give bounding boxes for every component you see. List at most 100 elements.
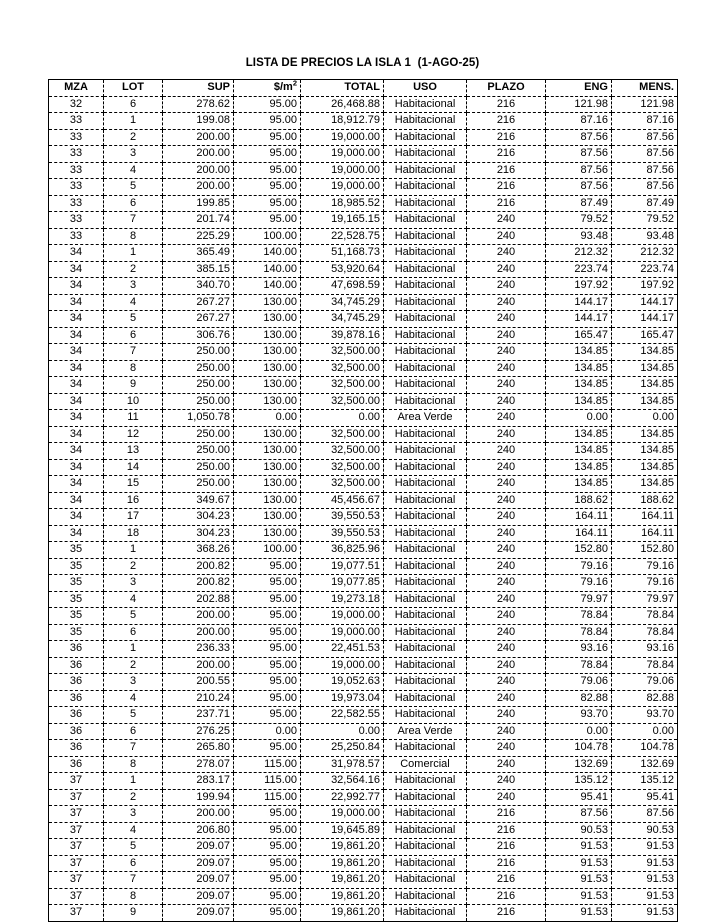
cell-total: 51,168.73 (300, 244, 384, 262)
cell-lot: 16 (103, 491, 163, 509)
cell-sup: 200.00 (162, 623, 234, 641)
page-title: LISTA DE PRECIOS LA ISLA 1 (1-AGO-25) (245, 57, 480, 69)
cell-lot: 9 (103, 904, 163, 922)
cell-pm2: 100.00 (233, 541, 301, 559)
cell-mza: 34 (48, 524, 104, 542)
cell-uso: Habitacional (383, 112, 467, 130)
cell-total: 47,698.59 (300, 277, 384, 295)
cell-plazo: 240 (466, 376, 546, 394)
cell-plazo: 240 (466, 706, 546, 724)
cell-plazo: 240 (466, 211, 546, 229)
cell-mens: 87.56 (611, 145, 678, 163)
cell-uso: Habitacional (383, 161, 467, 179)
cell-mza: 34 (48, 277, 104, 295)
cell-uso: Habitacional (383, 475, 467, 493)
cell-mens: 87.56 (611, 805, 678, 823)
cell-mza: 33 (48, 211, 104, 229)
cell-sup: 1,050.78 (162, 409, 234, 427)
cell-total: 19,645.89 (300, 821, 384, 839)
table-row: 33 4 200.00 95.00 19,000.00 Habitacional 216 87… (48, 161, 678, 179)
cell-total: 32,500.00 (300, 343, 384, 361)
cell-total: 36,825.96 (300, 541, 384, 559)
cell-mza: 35 (48, 607, 104, 625)
cell-sup: 209.07 (162, 838, 234, 856)
cell-sup: 265.80 (162, 739, 234, 757)
cell-total: 39,550.53 (300, 508, 384, 526)
cell-uso: Habitacional (383, 805, 467, 823)
cell-total: 19,000.00 (300, 178, 384, 196)
table-row: 35 2 200.82 95.00 19,077.51 Habitacional 240 79… (48, 557, 678, 575)
cell-lot: 2 (103, 656, 163, 674)
cell-plazo: 240 (466, 755, 546, 773)
cell-mza: 35 (48, 557, 104, 575)
cell-eng: 87.56 (545, 128, 612, 146)
cell-pm2: 130.00 (233, 376, 301, 394)
cell-total: 22,451.53 (300, 640, 384, 658)
cell-mens: 134.85 (611, 458, 678, 476)
cell-mens: 87.49 (611, 194, 678, 212)
cell-sup: 276.25 (162, 722, 234, 740)
cell-uso: Habitacional (383, 508, 467, 526)
cell-lot: 15 (103, 475, 163, 493)
cell-eng: 87.56 (545, 161, 612, 179)
table-row: 37 6 209.07 95.00 19,861.20 Habitacional 216 91… (48, 854, 678, 872)
cell-eng: 91.53 (545, 854, 612, 872)
cell-total: 19,861.20 (300, 838, 384, 856)
cell-total: 32,500.00 (300, 425, 384, 443)
cell-uso: Habitacional (383, 128, 467, 146)
cell-mens: 134.85 (611, 442, 678, 460)
cell-plazo: 216 (466, 821, 546, 839)
cell-total: 32,500.00 (300, 359, 384, 377)
cell-total: 22,582.55 (300, 706, 384, 724)
cell-eng: 82.88 (545, 689, 612, 707)
cell-eng: 152.80 (545, 541, 612, 559)
cell-total: 19,000.00 (300, 161, 384, 179)
cell-mza: 34 (48, 458, 104, 476)
cell-total: 19,861.20 (300, 904, 384, 922)
cell-sup: 304.23 (162, 524, 234, 542)
cell-total: 32,500.00 (300, 442, 384, 460)
cell-uso: Habitacional (383, 211, 467, 229)
cell-uso: Habitacional (383, 491, 467, 509)
cell-total: 32,500.00 (300, 376, 384, 394)
cell-lot: 4 (103, 590, 163, 608)
column-header-mens: MENS. (611, 79, 678, 97)
cell-mza: 34 (48, 491, 104, 509)
cell-mens: 93.16 (611, 640, 678, 658)
cell-pm2: 100.00 (233, 227, 301, 245)
cell-lot: 4 (103, 161, 163, 179)
cell-lot: 8 (103, 359, 163, 377)
cell-sup: 199.08 (162, 112, 234, 130)
cell-uso: Habitacional (383, 838, 467, 856)
cell-mza: 33 (48, 128, 104, 146)
cell-sup: 368.26 (162, 541, 234, 559)
cell-total: 53,920.64 (300, 260, 384, 278)
cell-mza: 37 (48, 854, 104, 872)
cell-lot: 1 (103, 541, 163, 559)
cell-uso: Habitacional (383, 689, 467, 707)
cell-sup: 250.00 (162, 359, 234, 377)
cell-mza: 32 (48, 95, 104, 113)
cell-total: 19,077.51 (300, 557, 384, 575)
table-row: 33 8 225.29 100.00 22,528.75 Habitacional 240 9… (48, 227, 678, 245)
cell-sup: 200.00 (162, 656, 234, 674)
column-header-lot: LOT (103, 79, 163, 97)
cell-eng: 91.53 (545, 904, 612, 922)
cell-pm2: 95.00 (233, 211, 301, 229)
cell-sup: 200.82 (162, 557, 234, 575)
cell-plazo: 240 (466, 524, 546, 542)
cell-pm2: 130.00 (233, 458, 301, 476)
cell-eng: 87.56 (545, 805, 612, 823)
cell-mza: 33 (48, 227, 104, 245)
cell-uso: Habitacional (383, 359, 467, 377)
cell-total: 45,456.67 (300, 491, 384, 509)
cell-eng: 91.53 (545, 838, 612, 856)
cell-mza: 34 (48, 244, 104, 262)
cell-mens: 87.56 (611, 178, 678, 196)
cell-plazo: 240 (466, 227, 546, 245)
cell-pm2: 95.00 (233, 656, 301, 674)
cell-total: 19,861.20 (300, 871, 384, 889)
cell-eng: 121.98 (545, 95, 612, 113)
cell-eng: 87.49 (545, 194, 612, 212)
cell-lot: 17 (103, 508, 163, 526)
